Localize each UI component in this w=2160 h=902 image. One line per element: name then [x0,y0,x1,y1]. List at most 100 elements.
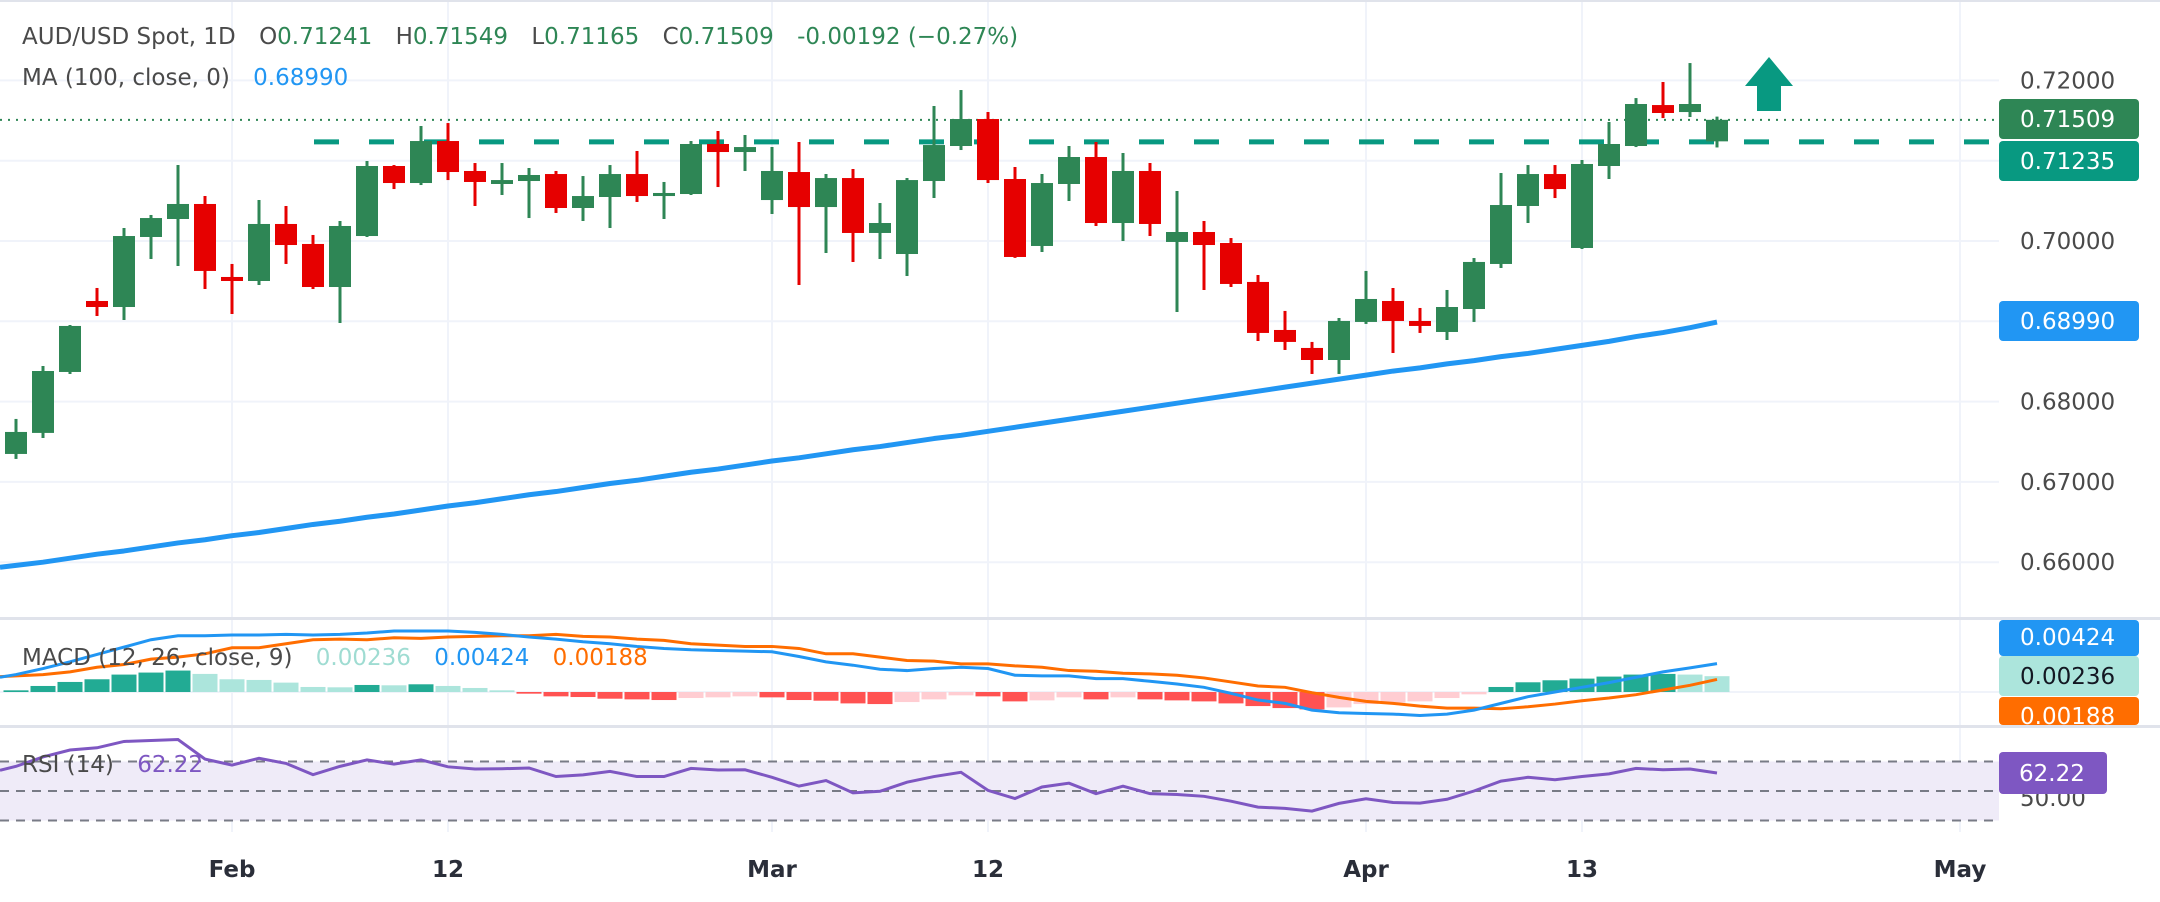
histogram-bar [651,692,677,701]
price-axis-tick: 0.67000 [2020,470,2115,496]
candle-body [437,141,459,173]
ma-legend[interactable]: MA (100, close, 0) 0.68990 [22,63,348,93]
histogram-bar [1407,692,1433,702]
price-axis-tick: 0.68000 [2020,390,2115,416]
high-value: 0.71549 [412,24,509,50]
histogram-bar [1488,686,1514,692]
signal-line [0,632,1718,711]
low-value: 0.71165 [544,24,640,50]
candle-body [545,174,567,208]
ma-100-line [0,319,1718,570]
histogram-bar [165,670,191,692]
histogram-bar [1029,692,1055,701]
histogram-bar [1110,692,1136,698]
candle-body [1058,157,1080,184]
histogram-bar [1218,692,1244,704]
rsi-legend[interactable]: RSI (14) 62.22 [22,750,203,780]
histogram-bar [759,692,785,698]
time-axis-label: May [1934,857,1987,883]
price-axis[interactable]: 0.72000 0.70000 0.68000 0.67000 0.66000 [2020,68,2115,576]
rsi-value-label: 62.22 [1999,752,2107,794]
candle-body [950,119,972,147]
histogram-bar [1056,692,1082,698]
histogram-bar [921,692,947,700]
histogram-bar [867,692,893,705]
candle-body [1517,174,1539,206]
arrow-up-icon [1745,57,1793,111]
low-label: L [531,24,545,50]
level-price-value: 0.71235 [2020,149,2115,175]
candle-body [356,165,378,237]
candle-body [1139,170,1161,224]
candle-body [5,431,27,454]
histogram-bar [624,692,650,700]
macd-axis-value: 0.00424 [2020,625,2115,651]
open-value: 0.71241 [277,24,373,50]
open-label: O [259,24,278,50]
candle-body [248,223,270,281]
candle-body [1247,281,1269,333]
macd-line [0,629,1718,717]
time-axis[interactable]: Feb 12 Mar 12 Apr 13 May [209,857,1987,883]
pane-separator[interactable] [0,725,2160,728]
candle-body [1652,105,1674,114]
macd-legend[interactable]: MACD (12, 26, close, 9) 0.00236 0.00424 … [22,643,648,673]
histogram-bar [1002,692,1028,702]
candle-body [788,172,810,208]
histogram-bar [489,690,515,692]
candle-body [464,170,486,182]
candle-body [896,180,918,255]
candle-body [626,174,648,197]
histogram-bar [813,692,839,701]
histogram-bar [840,692,866,704]
price-axis-tick: 0.72000 [2020,68,2115,94]
high-label: H [395,24,413,50]
time-axis-label: Apr [1343,857,1389,883]
histogram-bar [1137,692,1163,700]
macd-pane [0,629,1730,717]
histogram-bar [300,686,326,692]
candle-body [1544,174,1566,190]
histogram-bar [462,687,488,692]
histogram-bar [678,692,704,699]
candle-body [761,170,783,201]
histogram-bar [435,685,461,692]
candle-body [1328,320,1350,361]
histogram-bar [111,674,137,692]
histogram-bar [732,692,758,697]
rsi-label: RSI (14) [22,752,114,778]
candle-body [32,371,54,433]
close-label: C [662,24,679,50]
candle-body [1490,205,1512,264]
histogram-axis-value: 0.00236 [2020,664,2115,690]
pane-separator[interactable] [0,617,2160,620]
price-axis-tick: 0.70000 [2020,229,2115,255]
histogram-bar [1434,692,1460,699]
candle-body [1436,307,1458,332]
rsi-band [0,760,1999,822]
candle-body [410,141,432,184]
candle-body [1031,183,1053,246]
candle-body [140,218,162,237]
histogram-bar [219,679,245,692]
candle-body [275,223,297,246]
candle-body [1085,157,1107,224]
symbol-title[interactable]: AUD/USD Spot, 1D [22,24,236,50]
candle-body [1706,119,1728,142]
histogram-bar [246,679,272,692]
histogram-bar [543,692,569,697]
histogram-bar [192,673,218,692]
histogram-bar [894,692,920,703]
candle-body [842,178,864,233]
signal-value: 0.00188 [552,645,648,671]
change-value: -0.00192 (−0.27%) [797,24,1019,50]
candle-body [1625,104,1647,147]
histogram-bar [948,692,974,696]
candle-body [869,223,891,233]
candle-body [1355,298,1377,322]
last-price-label: 0.71509 [1999,99,2139,139]
candle-body [1382,300,1404,321]
histogram-bar [354,684,380,692]
candle-body [1679,104,1701,113]
